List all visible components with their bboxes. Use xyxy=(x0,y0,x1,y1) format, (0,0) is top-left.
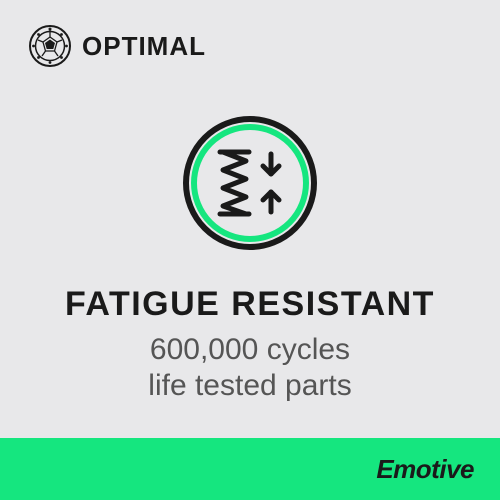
footer-brand: Emotive xyxy=(376,454,474,485)
optimal-badge-icon xyxy=(28,24,72,68)
brand-name: OPTIMAL xyxy=(82,31,206,62)
spring-compress-icon xyxy=(175,108,325,258)
footer-bar: Emotive xyxy=(0,438,500,500)
feature-subtext: 600,000 cycles life tested parts xyxy=(0,332,500,404)
feature-headline: FATIGUE RESISTANT xyxy=(0,285,500,324)
subtext-line-2: life tested parts xyxy=(0,368,500,404)
subtext-line-1: 600,000 cycles xyxy=(0,332,500,368)
brand-block: OPTIMAL xyxy=(28,24,206,68)
